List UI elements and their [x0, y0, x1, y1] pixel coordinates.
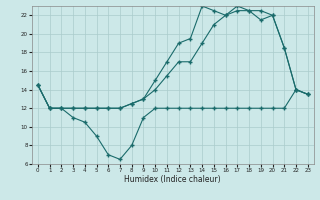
X-axis label: Humidex (Indice chaleur): Humidex (Indice chaleur) [124, 175, 221, 184]
